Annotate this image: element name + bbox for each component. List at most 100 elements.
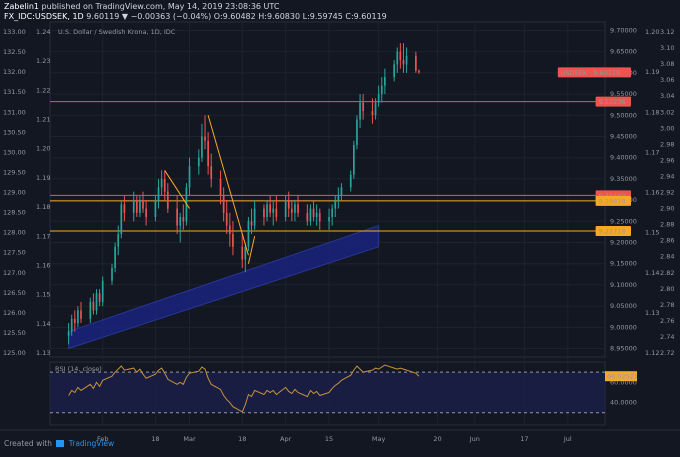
candle-body [356, 119, 358, 145]
candle-body [399, 51, 402, 61]
price-axis-tick: 9.70000 [610, 26, 637, 34]
left-axis-2-tick: 1.18 [36, 203, 50, 211]
rsi-value-text: 66.02521 [607, 373, 638, 381]
candle-body [188, 166, 191, 188]
right-axis-1-tick: 1.17 [645, 148, 659, 156]
left-axis-1-tick: 130.50 [3, 128, 26, 136]
time-axis-tick: Jul [563, 435, 572, 443]
candle-body [120, 204, 123, 235]
candle-body [201, 136, 203, 158]
candle-body [160, 178, 163, 188]
candle-body [334, 200, 337, 209]
candle-body [318, 212, 321, 222]
candle-body [179, 217, 182, 226]
right-axis-2-tick: 2.92 [660, 189, 674, 197]
candle-body [114, 246, 116, 268]
candle-body [135, 200, 138, 213]
right-axis-1-tick: 1.12 [645, 349, 659, 357]
candle-body [306, 212, 309, 222]
candle-body [380, 85, 383, 95]
symbol-line: FX_IDC:USDSEK, 1D 9.60119 ▼ −0.00363 (−0… [4, 12, 387, 21]
right-axis-2-tick: 2.84 [660, 253, 674, 261]
left-axis-1-tick: 126.50 [3, 289, 26, 297]
candle-body [247, 221, 250, 247]
candle-body [228, 225, 231, 235]
price-axis-tick: 9.50000 [610, 111, 637, 119]
right-axis-2-tick: 2.80 [660, 285, 674, 293]
left-axis-1-tick: 131.00 [3, 108, 26, 116]
candle-body [132, 200, 135, 213]
price-axis-tick: 9.25000 [610, 217, 637, 225]
left-axis-2-tick: 1.22 [36, 86, 50, 94]
price-label-tag [595, 225, 631, 236]
right-axis-2-tick: 2.76 [660, 317, 674, 325]
right-axis-1-tick: 1.19 [645, 68, 659, 76]
candle-body [89, 301, 92, 319]
right-axis-2-tick: 3.00 [660, 124, 674, 132]
right-axis-2-tick: 3.12 [660, 28, 674, 36]
candle-body [402, 60, 405, 65]
candle-body [70, 318, 73, 332]
price-label-text: 9.22718 [599, 227, 626, 235]
left-axis-1-tick: 127.50 [3, 249, 26, 257]
price-axis-tick: 9.35000 [610, 175, 637, 183]
published-text: published on TradingView.com, May 14, 20… [41, 2, 280, 11]
footer: Created with TradingView [4, 439, 114, 448]
rsi-label: RSI (14, close) [55, 365, 102, 373]
candle-body [241, 246, 244, 260]
candle-body [415, 55, 417, 71]
candle-body [418, 70, 420, 73]
candle-body [349, 174, 352, 188]
left-axis-1-tick: 125.50 [3, 329, 26, 337]
candle-body [157, 187, 160, 201]
right-axis-2-tick: 3.04 [660, 92, 674, 100]
candle-body [362, 102, 365, 112]
price-label-tag [557, 67, 631, 78]
candle-body [331, 208, 334, 218]
left-axis-1-tick: 125.00 [3, 349, 26, 357]
candle-body [73, 318, 76, 324]
price-axis-tick: 8.95000 [610, 345, 637, 353]
right-axis-1-tick: 1.16 [645, 189, 659, 197]
candle-body [117, 234, 120, 247]
right-axis-1-tick: 1.15 [645, 229, 659, 237]
left-axis-2-tick: 1.23 [36, 57, 50, 65]
right-axis-2-tick: 2.98 [660, 140, 674, 148]
tradingview-brand[interactable]: TradingView [68, 439, 115, 448]
rsi-axis-tick: 40.0000 [610, 399, 637, 407]
left-axis-1-tick: 128.50 [3, 209, 26, 217]
created-with-text: Created with [4, 439, 52, 448]
publisher-line: Zabelin1 published on TradingView.com, M… [4, 2, 279, 11]
time-axis-tick: Feb [97, 435, 109, 443]
candle-body [290, 208, 293, 213]
price-axis-tick: 9.20000 [610, 239, 637, 247]
candle-body [95, 293, 98, 311]
tradingview-logo-icon [56, 440, 65, 447]
right-axis-1-tick: 1.18 [645, 108, 659, 116]
candle-body [294, 204, 296, 213]
candle-body [377, 94, 380, 103]
candle-body [374, 102, 377, 116]
left-axis-2-tick: 1.14 [36, 320, 50, 328]
rsi-line [68, 364, 420, 413]
candle-body [275, 208, 278, 218]
candle-body [266, 204, 268, 218]
time-axis-tick: Jun [469, 435, 480, 443]
candle-body [210, 166, 213, 179]
candle-body [253, 208, 256, 226]
candle-body [219, 178, 222, 196]
candle-body [67, 331, 70, 336]
time-axis-tick: Apr [280, 435, 292, 443]
candle-body [92, 301, 95, 311]
candle-body [232, 234, 234, 247]
time-axis-tick: 15 [325, 435, 333, 443]
right-axis-2-tick: 2.88 [660, 221, 674, 229]
right-axis-2-tick: 2.82 [660, 269, 674, 277]
candle-body [204, 136, 206, 141]
left-axis-1-tick: 133.00 [3, 28, 26, 36]
candle-body [353, 144, 355, 175]
candle-body [269, 204, 271, 213]
price-axis-tick: 9.15000 [610, 260, 637, 268]
